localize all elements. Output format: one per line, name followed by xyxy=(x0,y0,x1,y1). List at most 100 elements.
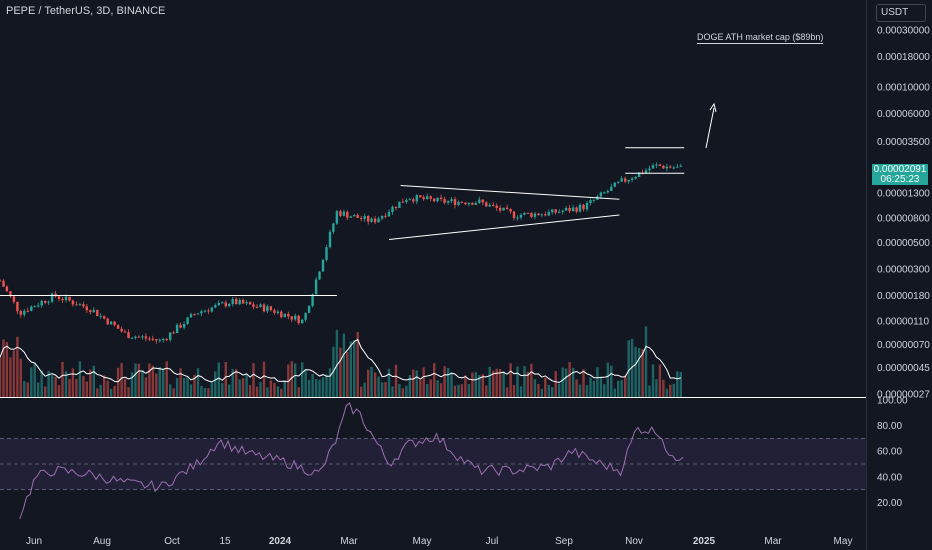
volume-bar xyxy=(2,339,5,397)
volume-bar xyxy=(672,383,675,397)
candle-body xyxy=(283,313,286,318)
volume-bar xyxy=(676,371,679,397)
candle-body xyxy=(172,332,175,334)
volume-bar xyxy=(547,384,550,397)
volume-bar xyxy=(627,340,630,397)
volume-bar xyxy=(269,380,273,397)
candle-body xyxy=(676,166,679,168)
volume-bar xyxy=(644,326,648,397)
volume-bar xyxy=(175,378,179,397)
volume-bar xyxy=(78,361,82,397)
volume-bar xyxy=(0,357,2,397)
candle-body xyxy=(547,212,550,216)
candle-body xyxy=(624,178,627,182)
volume-bar xyxy=(321,377,325,397)
volume-bar xyxy=(533,379,537,397)
volume-bar xyxy=(516,366,519,397)
candle-body xyxy=(269,306,273,310)
currency-selector[interactable]: USDT xyxy=(876,4,926,22)
volume-bar xyxy=(9,357,12,397)
candle-body xyxy=(457,201,460,205)
volume-bar xyxy=(109,389,113,397)
candle-body xyxy=(436,197,439,202)
volume-bar xyxy=(262,361,266,397)
volume-bar xyxy=(665,388,669,397)
time-tick-label: Jun xyxy=(26,536,42,547)
drawing-line xyxy=(400,184,620,200)
volume-bar xyxy=(488,366,491,397)
volume-bar xyxy=(412,369,415,397)
time-tick-label: Sep xyxy=(555,536,573,547)
volume-bar xyxy=(380,382,384,397)
volume-bar xyxy=(669,384,672,397)
volume-bar xyxy=(398,383,401,397)
volume-bar xyxy=(551,387,554,397)
volume-bar xyxy=(61,361,64,397)
candle-body xyxy=(349,216,352,218)
volume-bar xyxy=(467,384,471,397)
volume-bar xyxy=(373,372,377,397)
volume-bar xyxy=(248,385,252,397)
volume-bar xyxy=(116,367,120,397)
volume-bar xyxy=(509,363,512,397)
candle-body xyxy=(175,324,179,333)
volume-bar xyxy=(172,388,175,397)
volume-ma-line xyxy=(0,338,681,384)
candle-body xyxy=(592,199,596,201)
volume-bar xyxy=(5,342,9,397)
candle-body xyxy=(68,296,71,301)
candle-body xyxy=(228,304,231,307)
candle-body xyxy=(346,211,349,218)
candle-body xyxy=(620,178,623,182)
candle-body xyxy=(12,296,16,302)
volume-bar xyxy=(134,363,137,397)
candle-body xyxy=(259,304,262,307)
volume-bar xyxy=(502,371,505,397)
volume-bar xyxy=(19,358,22,397)
volume-bar xyxy=(401,388,405,397)
volume-bar xyxy=(457,384,460,397)
volume-bar xyxy=(342,333,346,397)
candle-body xyxy=(679,165,682,167)
volume-bar xyxy=(44,386,47,397)
volume-bar xyxy=(89,369,92,397)
volume-bar xyxy=(12,350,16,397)
candle-body xyxy=(321,260,325,272)
candle-body xyxy=(47,301,50,303)
candle-body xyxy=(44,301,47,303)
volume-bar xyxy=(464,375,467,397)
volume-bar xyxy=(283,380,286,397)
volume-bar xyxy=(82,375,85,397)
volume-bar xyxy=(474,372,477,397)
volume-bar xyxy=(228,384,231,397)
volume-bar xyxy=(23,381,26,397)
candle-body xyxy=(162,339,165,341)
time-tick-label: Jul xyxy=(486,536,499,547)
volume-bar xyxy=(613,388,616,397)
volume-bar xyxy=(40,370,43,397)
candle-body xyxy=(391,206,394,212)
volume-bar xyxy=(620,380,623,397)
candle-body xyxy=(412,199,415,202)
volume-bar xyxy=(106,380,109,397)
candle-body xyxy=(37,305,40,307)
volume-bar xyxy=(255,386,259,397)
volume-bar xyxy=(394,364,398,397)
candle-body xyxy=(57,296,61,299)
candle-body xyxy=(193,314,196,316)
volume-bar xyxy=(346,352,349,397)
candle-body xyxy=(377,218,380,223)
candle-body xyxy=(252,304,255,307)
volume-bar xyxy=(210,382,214,397)
candle-body xyxy=(478,199,481,203)
candle-body xyxy=(408,199,411,201)
candle-body xyxy=(575,207,578,212)
volume-bar xyxy=(377,376,380,397)
price-tick-label: 0.00030000 xyxy=(877,26,930,37)
time-tick-label: 15 xyxy=(219,536,231,547)
rsi-tick-label: 60.00 xyxy=(877,447,902,458)
volume-bar xyxy=(429,379,432,397)
candle-body xyxy=(655,164,658,166)
volume-bar xyxy=(276,386,280,397)
